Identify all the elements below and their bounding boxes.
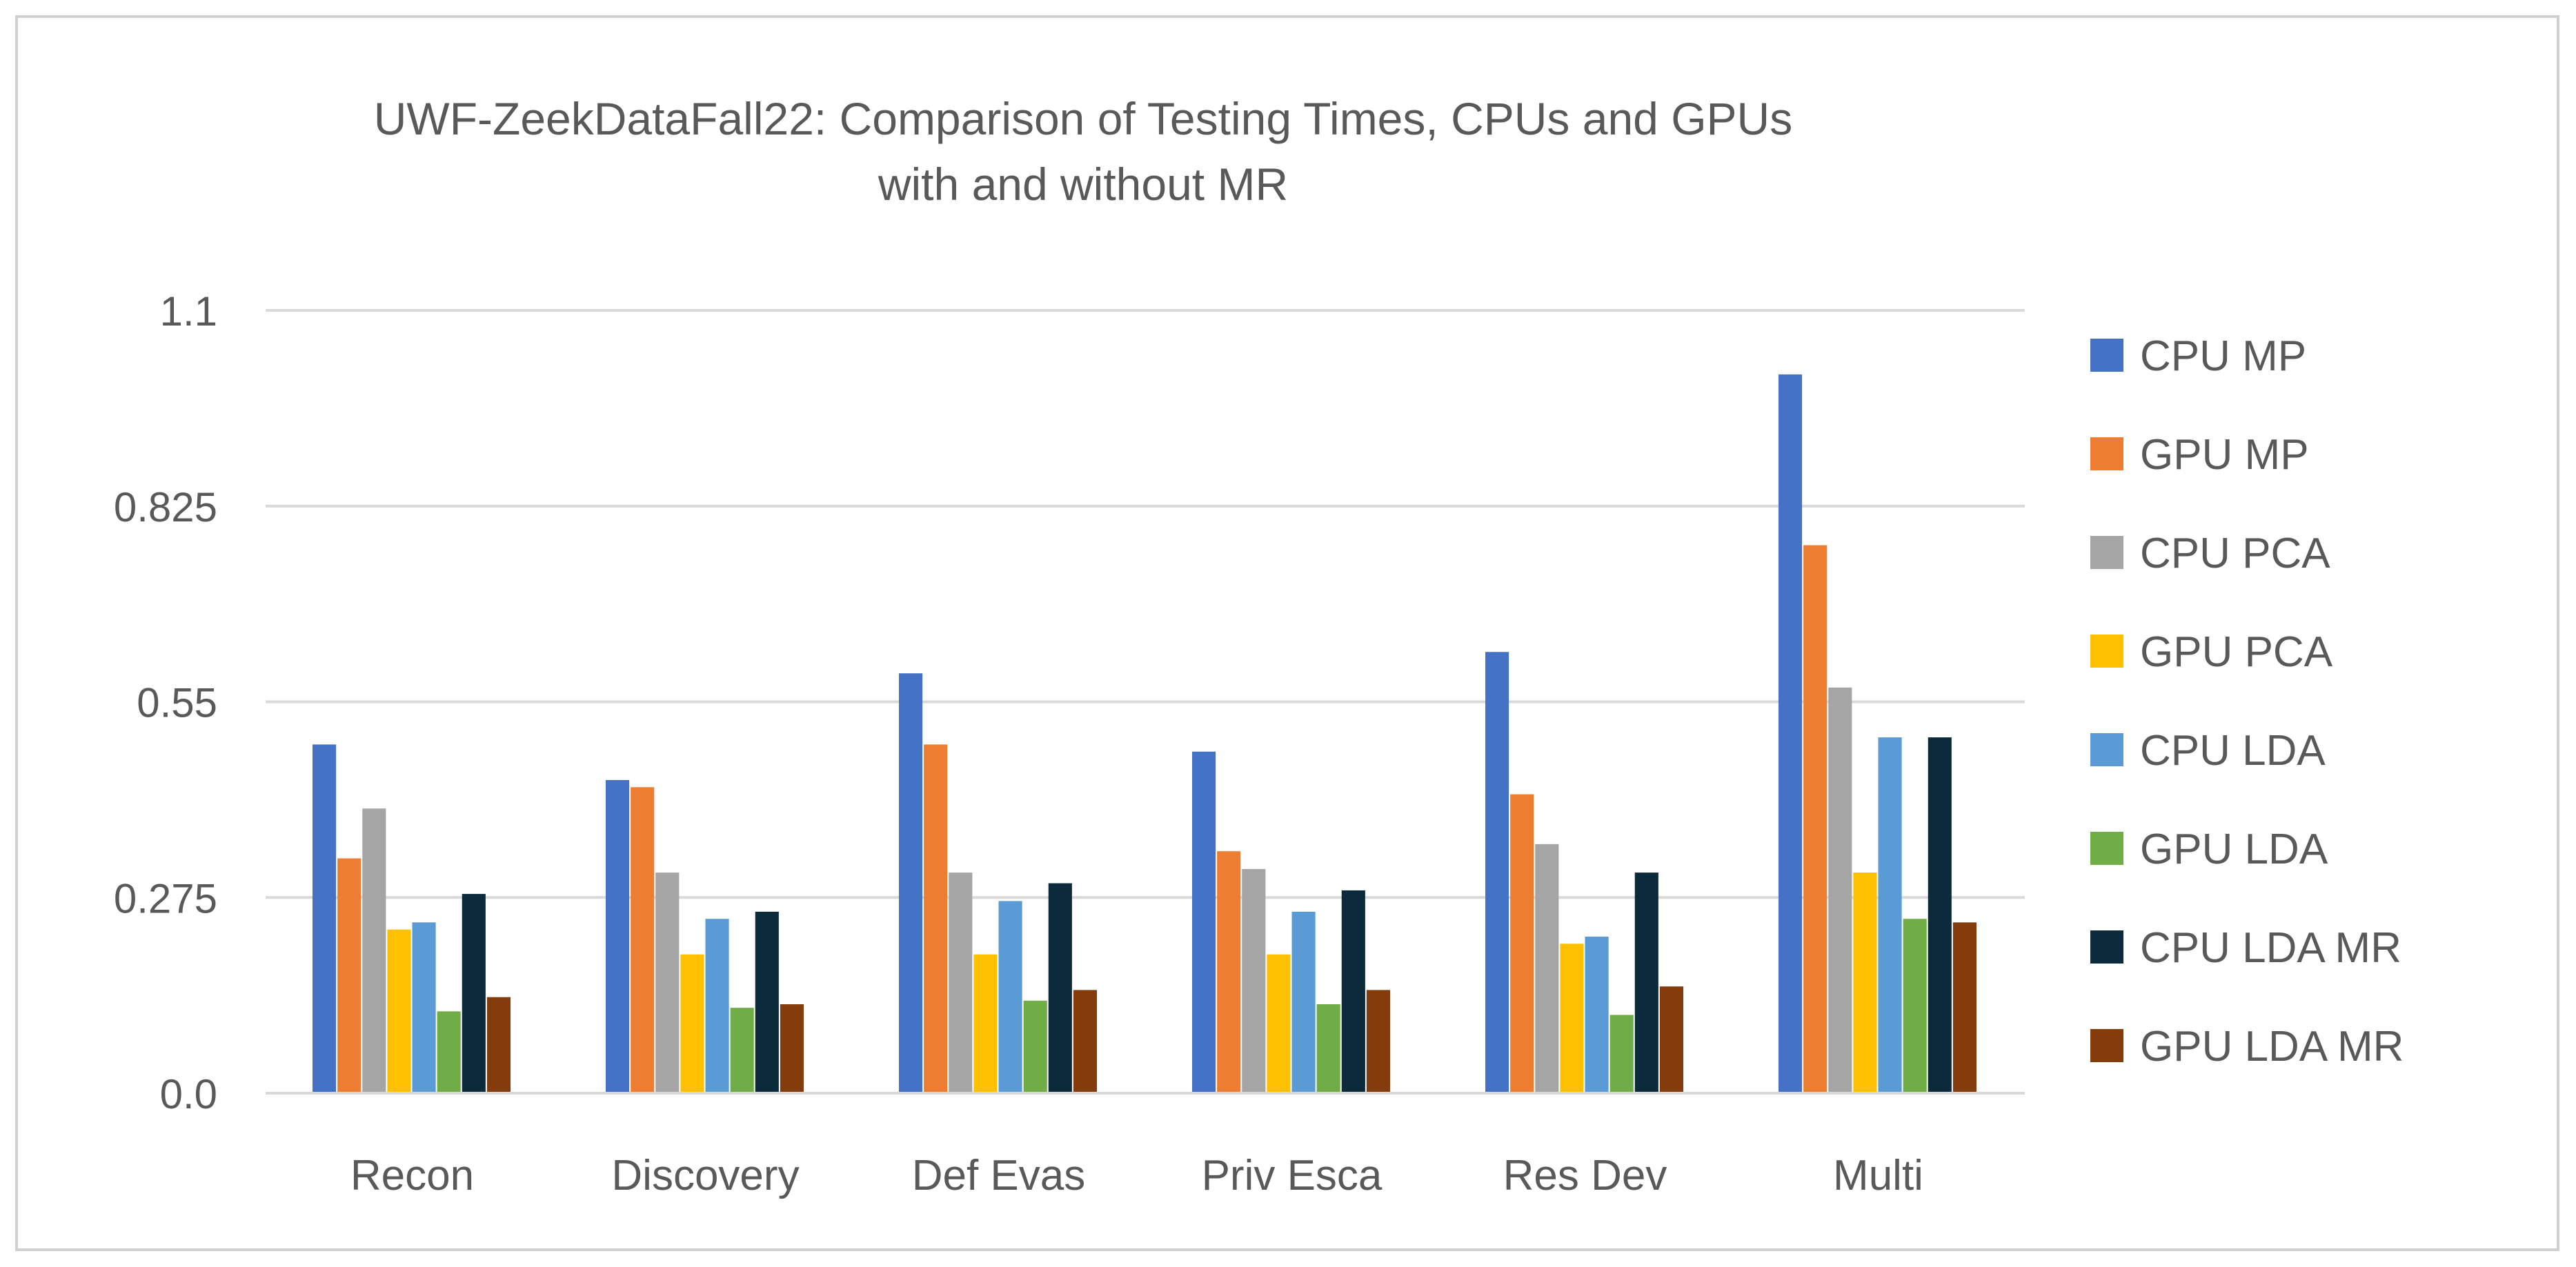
- bar-gpu-pca-res-dev: [1560, 944, 1584, 1093]
- bar-gpu-lda-res-dev: [1609, 1015, 1634, 1093]
- bar-gpu-mp-def-evas: [924, 744, 948, 1093]
- chart-title-line-2: with and without MR: [878, 159, 1288, 210]
- legend: CPU MP GPU MP CPU PCA GPU PCA CPU LDA GPU LDA…: [2090, 332, 2404, 1070]
- bar-cpu-pca-recon: [362, 808, 386, 1093]
- bar-gpu-lda-mr-recon: [486, 997, 511, 1093]
- legend-label: CPU MP: [2140, 332, 2306, 380]
- y-tick-label: 0.825: [114, 484, 217, 530]
- legend-swatch-cpu-lda: [2090, 733, 2123, 766]
- bar-gpu-lda-mr-discovery: [780, 1004, 804, 1093]
- legend-swatch-gpu-lda: [2090, 832, 2123, 865]
- bar-gpu-lda-mr-res-dev: [1659, 986, 1683, 1093]
- legend-swatch-cpu-pca: [2090, 536, 2123, 569]
- x-tick-label: Recon: [350, 1152, 474, 1199]
- bar-cpu-mp-multi: [1779, 374, 1803, 1093]
- bar-gpu-lda-mr-priv-esca: [1366, 990, 1390, 1093]
- legend-label: GPU LDA: [2140, 826, 2328, 873]
- bar-cpu-pca-discovery: [655, 872, 680, 1093]
- bar-gpu-lda-mr-def-evas: [1073, 990, 1097, 1093]
- legend-label: CPU PCA: [2140, 530, 2330, 577]
- y-tick-label: 0.0: [160, 1071, 217, 1117]
- legend-label: GPU LDA MR: [2140, 1023, 2404, 1070]
- bar-gpu-mp-res-dev: [1510, 794, 1534, 1093]
- legend-label: CPU LDA: [2140, 727, 2326, 775]
- bar-cpu-lda-mr-discovery: [755, 911, 779, 1093]
- bar-cpu-pca-def-evas: [949, 872, 973, 1093]
- bar-cpu-mp-recon: [313, 744, 337, 1093]
- bar-gpu-pca-recon: [387, 929, 411, 1093]
- legend-label: GPU PCA: [2140, 628, 2333, 676]
- bar-cpu-lda-priv-esca: [1291, 911, 1316, 1093]
- bar-gpu-mp-priv-esca: [1217, 851, 1241, 1093]
- x-tick-label: Def Evas: [912, 1152, 1086, 1199]
- legend-label: GPU MP: [2140, 431, 2309, 479]
- y-tick-label: 0.275: [114, 875, 217, 921]
- y-axis: 0.0 0.275 0.55 0.825 1.1: [114, 288, 217, 1117]
- bar-cpu-pca-res-dev: [1535, 844, 1559, 1093]
- bar-gpu-pca-priv-esca: [1267, 954, 1291, 1093]
- bar-gpu-lda-recon: [437, 1011, 461, 1093]
- bar-gpu-mp-recon: [337, 858, 361, 1093]
- bar-gpu-pca-multi: [1853, 872, 1877, 1093]
- bar-cpu-pca-multi: [1828, 687, 1852, 1093]
- bar-cpu-lda-mr-def-evas: [1048, 883, 1072, 1093]
- bar-cpu-lda-mr-res-dev: [1634, 872, 1658, 1093]
- x-tick-label: Res Dev: [1503, 1152, 1667, 1199]
- bars: [313, 374, 1976, 1093]
- x-tick-label: Multi: [1833, 1152, 1923, 1199]
- legend-swatch-gpu-pca: [2090, 635, 2123, 668]
- bar-gpu-lda-priv-esca: [1316, 1004, 1340, 1093]
- legend-swatch-cpu-mp: [2090, 339, 2123, 372]
- x-tick-label: Discovery: [611, 1152, 799, 1199]
- bar-gpu-lda-discovery: [730, 1008, 754, 1093]
- bar-cpu-lda-res-dev: [1585, 937, 1609, 1093]
- bar-cpu-lda-mr-priv-esca: [1341, 890, 1365, 1093]
- bar-cpu-lda-def-evas: [998, 901, 1022, 1093]
- bar-gpu-mp-discovery: [631, 787, 655, 1093]
- bar-cpu-mp-def-evas: [899, 673, 923, 1093]
- bar-gpu-lda-multi: [1903, 919, 1927, 1093]
- bar-gpu-lda-def-evas: [1023, 1000, 1047, 1093]
- y-tick-label: 0.55: [137, 680, 217, 726]
- bar-gpu-pca-def-evas: [973, 954, 998, 1093]
- bar-cpu-mp-res-dev: [1485, 652, 1509, 1093]
- bar-cpu-lda-multi: [1878, 737, 1902, 1093]
- bar-cpu-lda-mr-recon: [462, 894, 486, 1093]
- bar-cpu-lda-recon: [412, 922, 436, 1093]
- x-tick-label: Priv Esca: [1202, 1152, 1383, 1199]
- y-tick-label: 1.1: [160, 288, 217, 335]
- chart-title-line-1: UWF-ZeekDataFall22: Comparison of Testin…: [374, 93, 1792, 144]
- bar-cpu-mp-discovery: [606, 780, 630, 1093]
- legend-swatch-gpu-lda-mr: [2090, 1029, 2123, 1062]
- x-axis: Recon Discovery Def Evas Priv Esca Res Dev Mu…: [266, 1092, 2025, 1199]
- bar-cpu-pca-priv-esca: [1242, 868, 1266, 1093]
- legend-swatch-gpu-mp: [2090, 437, 2123, 470]
- bar-gpu-mp-multi: [1803, 545, 1827, 1093]
- legend-label: CPU LDA MR: [2140, 924, 2401, 972]
- bar-cpu-mp-priv-esca: [1192, 751, 1216, 1093]
- legend-swatch-cpu-lda-mr: [2090, 930, 2123, 964]
- bar-cpu-lda-discovery: [705, 919, 729, 1093]
- bar-gpu-lda-mr-multi: [1952, 922, 1976, 1093]
- bar-cpu-lda-mr-multi: [1928, 737, 1952, 1093]
- chart-border: [15, 15, 2559, 1251]
- bar-gpu-pca-discovery: [680, 954, 704, 1093]
